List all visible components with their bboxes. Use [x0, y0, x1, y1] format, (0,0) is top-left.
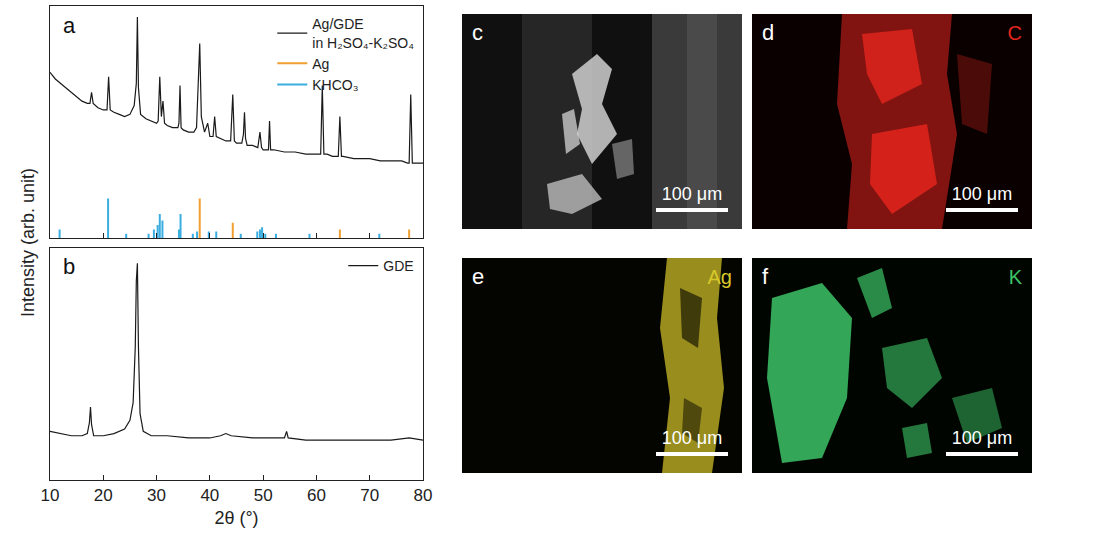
svg-text:60: 60 — [307, 486, 326, 505]
svg-text:100 μm: 100 μm — [662, 428, 722, 448]
svg-text:b: b — [63, 254, 75, 279]
svg-text:c: c — [472, 20, 483, 45]
svg-text:Ag: Ag — [708, 266, 732, 288]
svg-text:d: d — [762, 20, 774, 45]
svg-text:10: 10 — [41, 486, 60, 505]
svg-text:2θ (°): 2θ (°) — [214, 508, 258, 528]
svg-text:C: C — [1008, 22, 1022, 44]
svg-text:Ag/GDEin H₂SO₄-K₂SO₄: Ag/GDEin H₂SO₄-K₂SO₄ — [312, 16, 414, 50]
svg-text:K: K — [1009, 266, 1023, 288]
svg-text:80: 80 — [414, 486, 433, 505]
svg-text:GDE: GDE — [383, 258, 413, 274]
svg-text:70: 70 — [360, 486, 379, 505]
svg-text:40: 40 — [200, 486, 219, 505]
svg-text:20: 20 — [94, 486, 113, 505]
svg-text:Intensity (arb. unit): Intensity (arb. unit) — [18, 168, 38, 317]
svg-text:100 μm: 100 μm — [662, 184, 722, 204]
svg-text:a: a — [63, 13, 76, 38]
svg-text:100 μm: 100 μm — [952, 184, 1012, 204]
svg-text:Ag: Ag — [312, 56, 329, 72]
svg-text:KHCO₃: KHCO₃ — [312, 77, 358, 93]
svg-text:100 μm: 100 μm — [952, 428, 1012, 448]
svg-text:30: 30 — [147, 486, 166, 505]
svg-text:f: f — [762, 264, 769, 289]
svg-text:50: 50 — [254, 486, 273, 505]
svg-text:e: e — [472, 264, 484, 289]
